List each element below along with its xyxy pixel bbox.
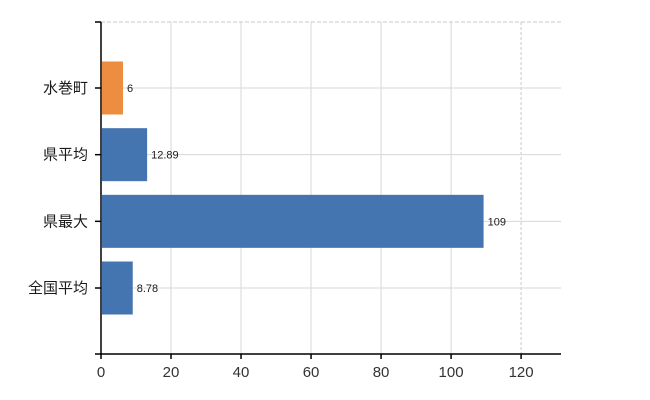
- bar-value-label: 109: [488, 216, 506, 228]
- y-axis-category-label: 県平均: [43, 147, 88, 164]
- bar-value-label: 8.78: [137, 283, 158, 295]
- bar: [102, 128, 148, 182]
- bar: [102, 194, 484, 248]
- x-axis-tick-label: 60: [303, 364, 320, 381]
- bar-value-label: 12.89: [151, 150, 179, 162]
- x-axis-tick-label: 120: [509, 364, 534, 381]
- bar: [102, 261, 133, 315]
- x-axis-tick-label: 100: [439, 364, 464, 381]
- bar: [102, 61, 124, 115]
- x-axis-tick-label: 40: [233, 364, 250, 381]
- y-axis-category-label: 全国平均: [28, 279, 88, 297]
- y-axis-category-label: 水巻町: [43, 80, 88, 97]
- x-axis-tick-label: 0: [97, 364, 105, 381]
- bar-value-label: 6: [127, 83, 133, 95]
- y-axis-category-label: 県最大: [43, 213, 88, 230]
- x-axis-tick-label: 80: [373, 364, 390, 381]
- x-axis-tick-label: 20: [163, 364, 180, 381]
